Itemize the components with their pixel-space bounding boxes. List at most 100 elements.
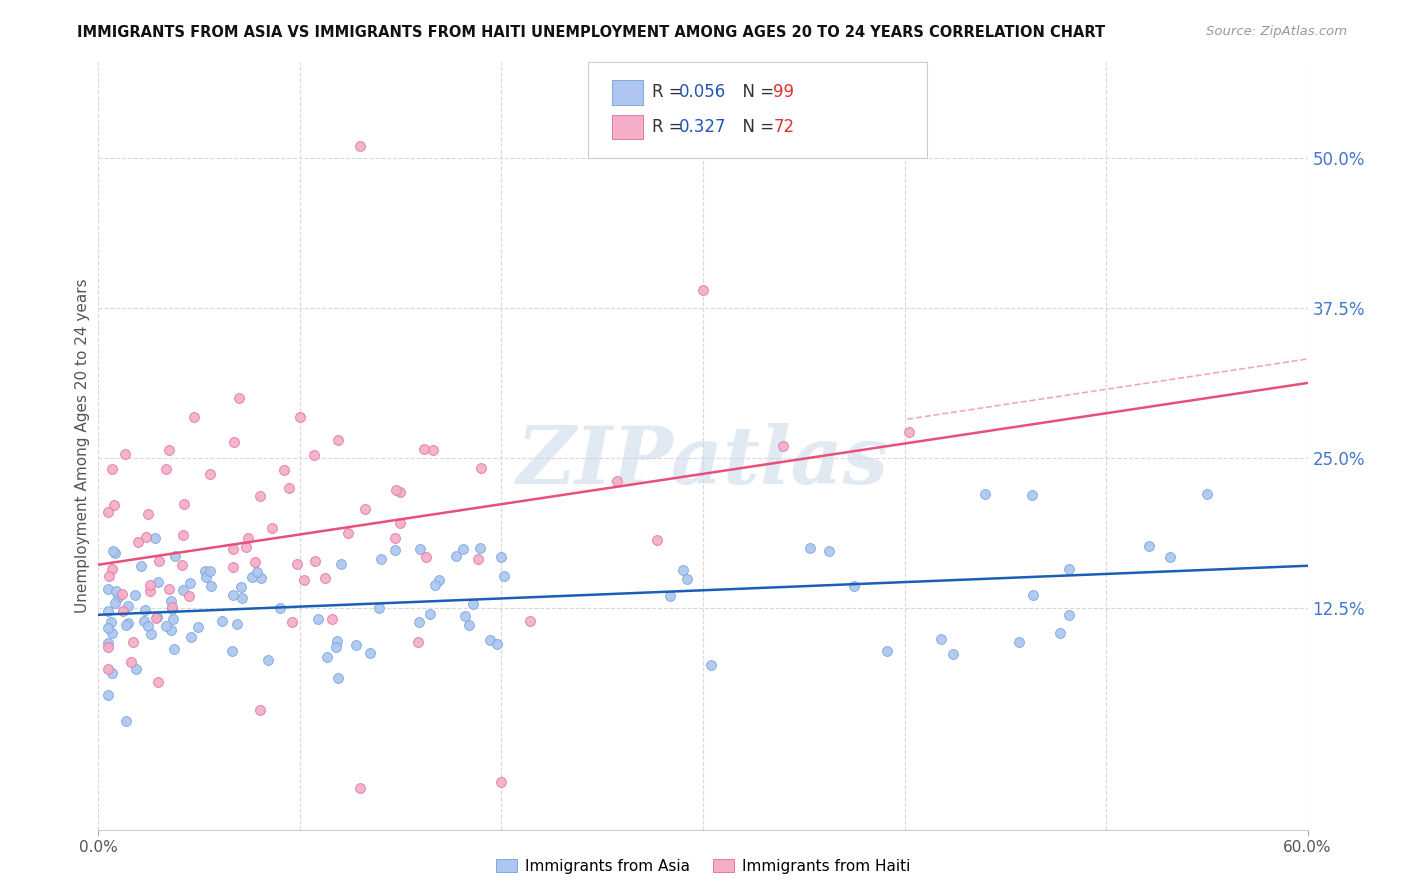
Point — [468, 541, 491, 555]
Point — [457, 617, 479, 632]
Point — [385, 483, 408, 498]
Point — [111, 587, 134, 601]
Point — [246, 566, 269, 580]
Point — [287, 558, 309, 572]
Point — [180, 630, 202, 644]
Point — [290, 410, 312, 425]
Point — [101, 625, 124, 640]
Point — [236, 531, 259, 545]
Point — [97, 662, 120, 676]
Point — [292, 574, 315, 588]
Point — [155, 619, 177, 633]
Point — [1137, 540, 1160, 554]
Point — [384, 531, 406, 545]
Point — [1008, 635, 1031, 649]
Point — [97, 604, 120, 618]
Point — [135, 530, 157, 544]
Point — [269, 601, 291, 615]
Point — [194, 570, 217, 584]
Point — [243, 555, 266, 569]
Point — [100, 562, 122, 576]
Point — [111, 604, 134, 618]
Point — [1159, 549, 1181, 564]
Point — [129, 559, 152, 574]
Point — [330, 558, 353, 572]
Point — [162, 611, 184, 625]
Point — [101, 665, 124, 680]
Point — [155, 462, 177, 476]
Point — [645, 533, 668, 548]
Point — [388, 516, 411, 531]
Legend: Immigrants from Asia, Immigrants from Haiti: Immigrants from Asia, Immigrants from Ha… — [489, 853, 917, 880]
Point — [200, 579, 222, 593]
Point — [519, 614, 541, 628]
Point — [198, 467, 221, 481]
Point — [384, 543, 406, 558]
Point — [314, 571, 336, 585]
Point — [163, 642, 186, 657]
Point — [183, 409, 205, 424]
Point — [1022, 588, 1045, 602]
Point — [145, 611, 167, 625]
Point — [454, 608, 477, 623]
Point — [101, 461, 124, 475]
Point — [157, 443, 180, 458]
Point — [409, 542, 432, 557]
Point — [249, 703, 271, 717]
Point — [419, 607, 441, 621]
Point — [349, 139, 371, 153]
Point — [228, 391, 250, 405]
Point — [103, 498, 125, 512]
Point — [273, 463, 295, 477]
Point — [415, 549, 437, 564]
Point — [1049, 626, 1071, 640]
Point — [115, 714, 138, 729]
Point — [172, 582, 194, 597]
Point — [117, 615, 139, 630]
FancyBboxPatch shape — [588, 62, 927, 158]
Point — [463, 597, 485, 611]
Point — [103, 544, 125, 558]
Point — [1021, 488, 1043, 502]
Point — [817, 543, 839, 558]
Point — [423, 578, 446, 592]
Point — [700, 658, 723, 673]
Text: 99: 99 — [773, 83, 794, 102]
Text: Source: ZipAtlas.com: Source: ZipAtlas.com — [1206, 25, 1347, 38]
Point — [221, 588, 243, 602]
Point — [262, 521, 284, 535]
Point — [876, 644, 898, 658]
Point — [427, 573, 450, 587]
Point — [139, 577, 162, 591]
Point — [354, 502, 377, 516]
Text: 72: 72 — [773, 118, 794, 136]
Point — [316, 649, 339, 664]
Point — [222, 541, 245, 556]
Point — [193, 565, 215, 579]
Point — [479, 633, 502, 648]
Point — [222, 559, 245, 574]
Point — [132, 614, 155, 628]
Point — [148, 554, 170, 568]
Point — [1195, 487, 1218, 501]
Point — [136, 507, 159, 521]
Point — [307, 612, 329, 626]
Point — [328, 433, 350, 447]
FancyBboxPatch shape — [613, 114, 643, 139]
Text: N =: N = — [733, 83, 779, 102]
Point — [159, 593, 181, 607]
Point — [349, 780, 371, 795]
Point — [120, 656, 142, 670]
Point — [98, 569, 121, 583]
Point — [491, 774, 513, 789]
Point — [453, 541, 475, 556]
Point — [157, 582, 180, 596]
Point — [277, 481, 299, 495]
Point — [671, 563, 693, 577]
Point — [304, 554, 326, 568]
Point — [124, 589, 146, 603]
Point — [163, 549, 186, 564]
Point — [100, 615, 122, 630]
Point — [97, 636, 120, 650]
Point — [145, 609, 167, 624]
